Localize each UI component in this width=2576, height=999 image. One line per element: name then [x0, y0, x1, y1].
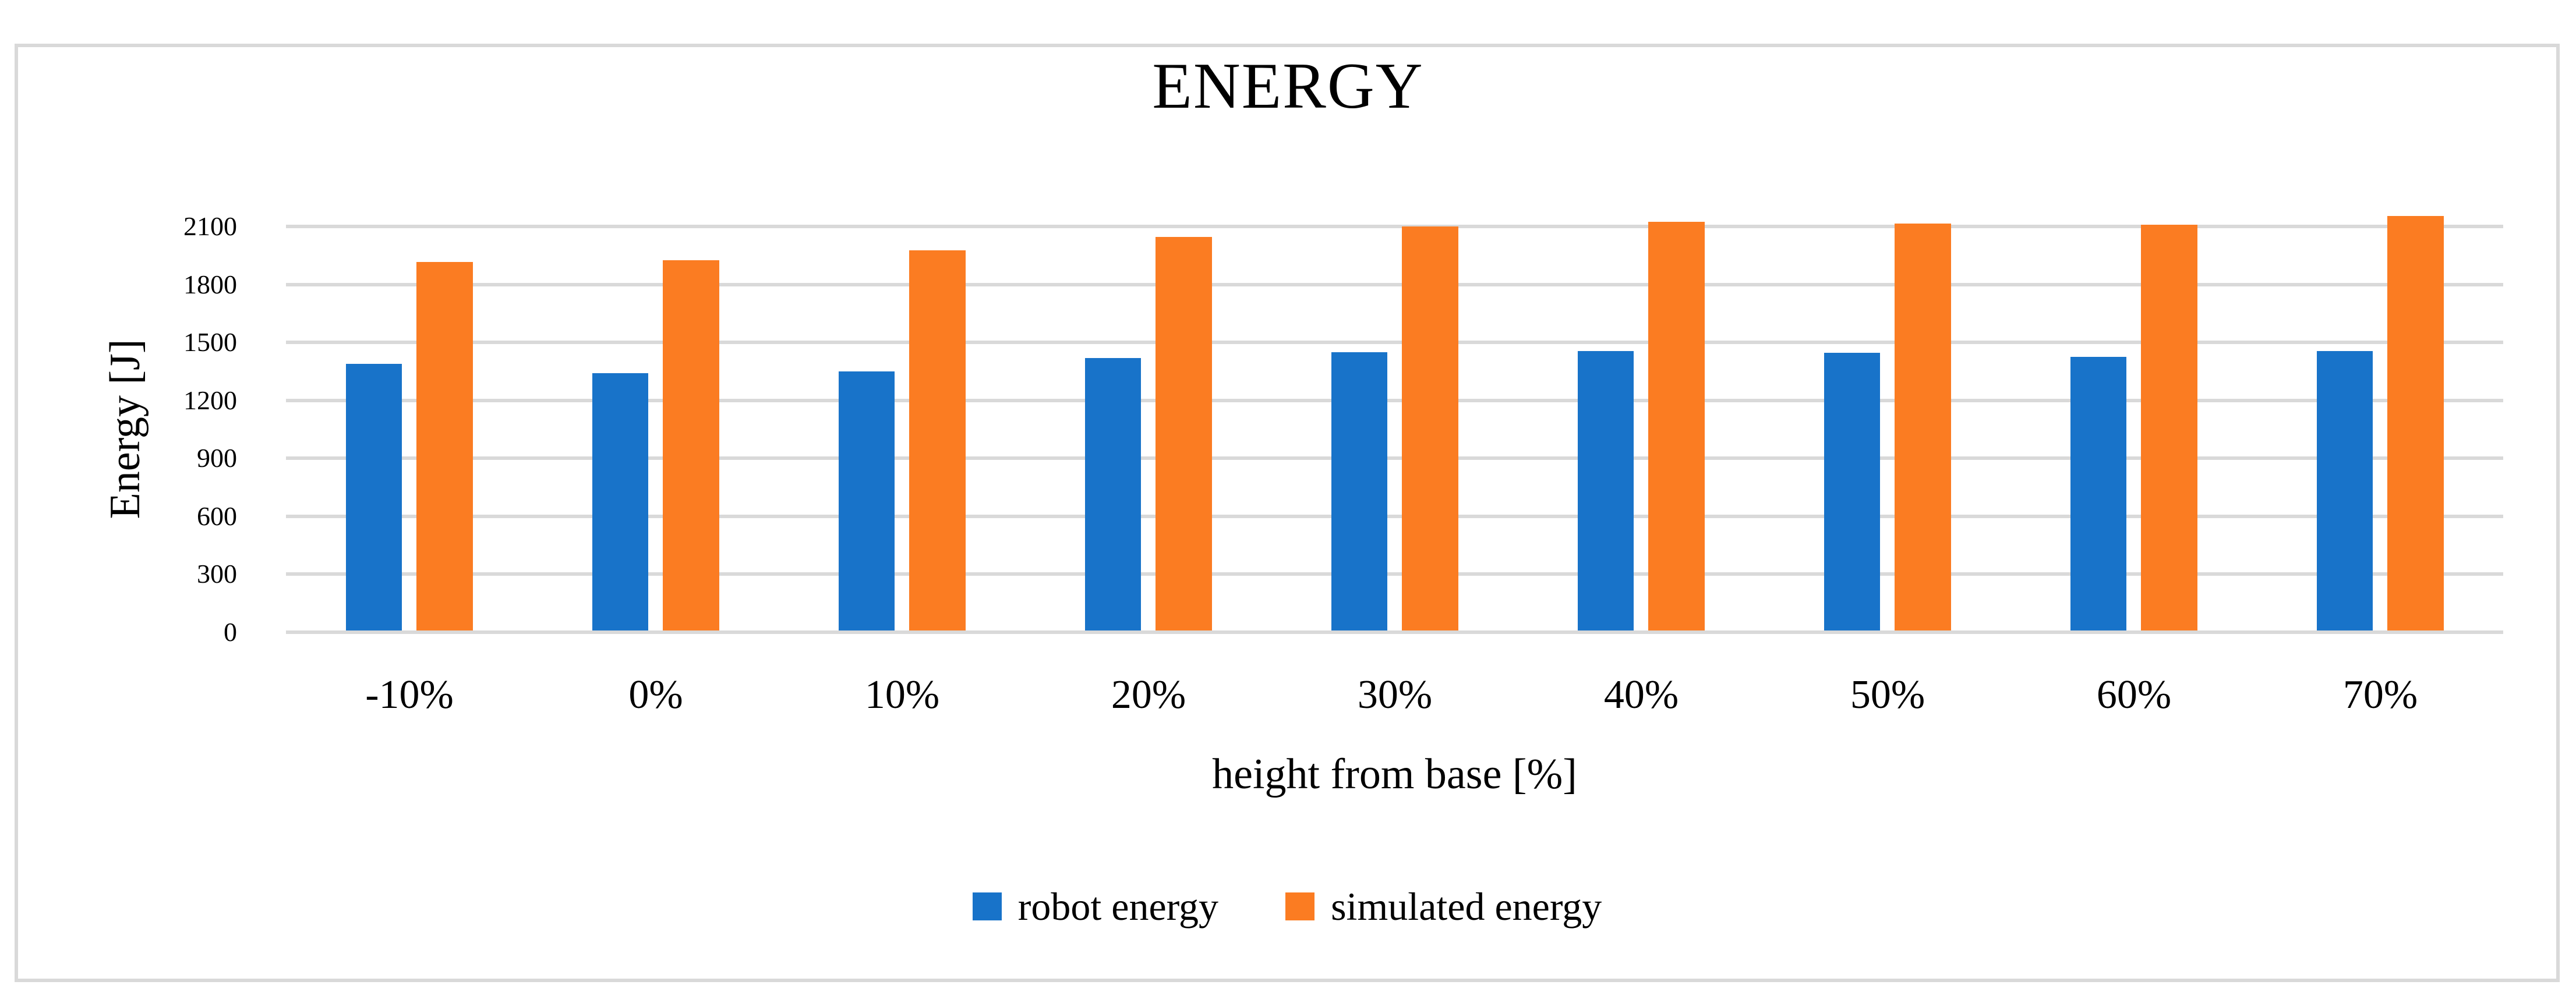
- x-tick-label-minus10pct: -10%: [365, 672, 454, 717]
- bar-robot-energy-40pct: [1578, 351, 1634, 630]
- legend-label: simulated energy: [1331, 884, 1602, 929]
- x-tick-label-40pct: 40%: [1603, 672, 1679, 717]
- x-tick-label-20pct: 20%: [1111, 672, 1186, 717]
- bar-robot-energy--10pct: [346, 364, 402, 630]
- bar-robot-energy-70pct: [2317, 351, 2373, 630]
- y-tick-label-300: 300: [197, 559, 237, 589]
- chart-border: [15, 44, 2560, 982]
- bar-simulated-energy-20pct: [1156, 237, 1212, 630]
- gridline-y-1800: [286, 282, 2503, 286]
- legend: robot energy simulated energy: [15, 887, 2560, 926]
- gridline-y-2100: [286, 225, 2503, 228]
- bar-simulated-energy-50pct: [1895, 224, 1951, 630]
- y-tick-label-1800: 1800: [183, 269, 237, 299]
- bar-simulated-energy-60pct: [2141, 225, 2197, 630]
- y-tick-label-900: 900: [197, 443, 237, 473]
- legend-marker-icon: [972, 892, 1002, 920]
- y-tick-label-1200: 1200: [183, 385, 237, 415]
- x-axis-title: height from base [%]: [1212, 750, 1577, 798]
- y-axis-title: Energy [J]: [101, 339, 149, 519]
- bar-simulated-energy-30pct: [1402, 226, 1458, 630]
- gridline-y-300: [286, 572, 2503, 576]
- bar-simulated-energy-40pct: [1648, 222, 1705, 630]
- bar-robot-energy-30pct: [1331, 352, 1387, 630]
- chart-title: ENERGY: [1152, 50, 1424, 122]
- gridline-y-1500: [286, 341, 2503, 345]
- bar-robot-energy-50pct: [1824, 353, 1880, 630]
- x-tick-label-70pct: 70%: [2342, 672, 2418, 717]
- bar-robot-energy-0pct: [592, 373, 648, 630]
- y-tick-label-0: 0: [224, 617, 237, 647]
- gridline-y-1200: [286, 398, 2503, 402]
- bar-robot-energy-60pct: [2070, 357, 2126, 630]
- gridline-y-900: [286, 456, 2503, 460]
- gridline-y-0: [286, 630, 2503, 634]
- x-tick-label-10pct: 10%: [864, 672, 940, 717]
- bar-simulated-energy-0pct: [663, 260, 719, 630]
- legend-item-simulated-energy: simulated energy: [1285, 887, 1602, 926]
- x-tick-label-50pct: 50%: [1850, 672, 1925, 717]
- legend-marker-icon: [1285, 892, 1315, 920]
- bar-robot-energy-20pct: [1085, 358, 1141, 630]
- x-tick-label-60pct: 60%: [2096, 672, 2172, 717]
- gridline-y-600: [286, 514, 2503, 518]
- bar-simulated-energy--10pct: [416, 262, 473, 630]
- legend-item-robot-energy: robot energy: [972, 884, 1219, 929]
- bar-robot-energy-10pct: [839, 371, 895, 630]
- x-tick-label-30pct: 30%: [1357, 672, 1433, 717]
- y-tick-label-1500: 1500: [183, 327, 237, 357]
- x-tick-label-0pct: 0%: [628, 672, 683, 717]
- bar-simulated-energy-70pct: [2387, 216, 2444, 630]
- bar-simulated-energy-10pct: [909, 250, 966, 630]
- y-tick-label-2100: 2100: [183, 211, 237, 241]
- legend-label: robot energy: [1017, 884, 1219, 929]
- y-tick-label-600: 600: [197, 501, 237, 531]
